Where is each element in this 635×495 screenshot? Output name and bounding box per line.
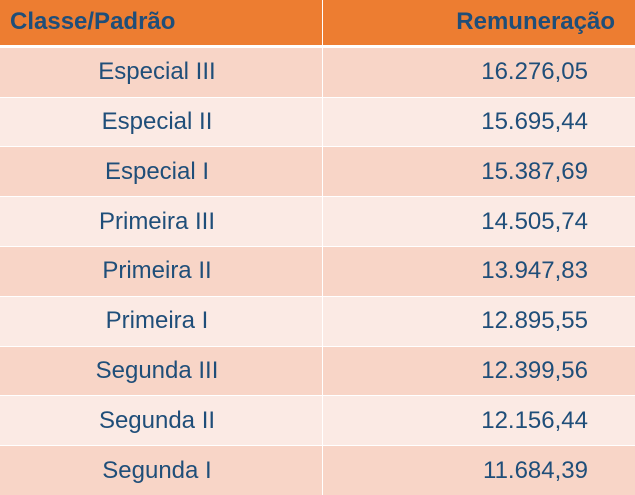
table-row: Segunda I 11.684,39	[0, 445, 635, 495]
table-row: Segunda III 12.399,56	[0, 345, 635, 396]
table-row: Primeira I 12.895,55	[0, 295, 635, 346]
cell-classe: Primeira II	[0, 247, 323, 296]
cell-classe: Primeira III	[0, 197, 323, 246]
cell-classe: Especial II	[0, 97, 323, 147]
table-row: Especial II 15.695,44	[0, 96, 635, 147]
cell-remuneracao: 12.156,44	[481, 406, 588, 434]
header-remuneracao: Remuneração	[456, 8, 615, 36]
cell-remuneracao: 11.684,39	[483, 456, 588, 484]
table-row: Especial III 16.276,05	[0, 46, 635, 97]
cell-remuneracao: 12.399,56	[481, 356, 588, 384]
cell-classe: Segunda II	[0, 396, 323, 446]
cell-remuneracao: 15.695,44	[481, 108, 588, 135]
cell-classe: Especial I	[0, 147, 323, 197]
cell-classe: Segunda III	[0, 346, 323, 396]
table-header: Classe/Padrão Remuneração	[0, 0, 635, 47]
table-row: Segunda II 12.156,44	[0, 395, 635, 446]
cell-remuneracao: 13.947,83	[481, 257, 588, 285]
table-row: Primeira III 14.505,74	[0, 196, 635, 246]
table-row: Primeira II 13.947,83	[0, 246, 635, 296]
header-classe-padrao: Classe/Padrão	[0, 0, 323, 45]
cell-remuneracao: 12.895,55	[481, 307, 588, 335]
cell-remuneracao: 15.387,69	[481, 157, 588, 185]
cell-classe: Segunda I	[0, 446, 323, 495]
cell-classe: Primeira I	[0, 296, 323, 346]
cell-remuneracao: 14.505,74	[481, 207, 588, 235]
cell-classe: Especial III	[0, 47, 323, 97]
table-row: Especial I 15.387,69	[0, 146, 635, 197]
cell-remuneracao: 16.276,05	[481, 58, 588, 86]
